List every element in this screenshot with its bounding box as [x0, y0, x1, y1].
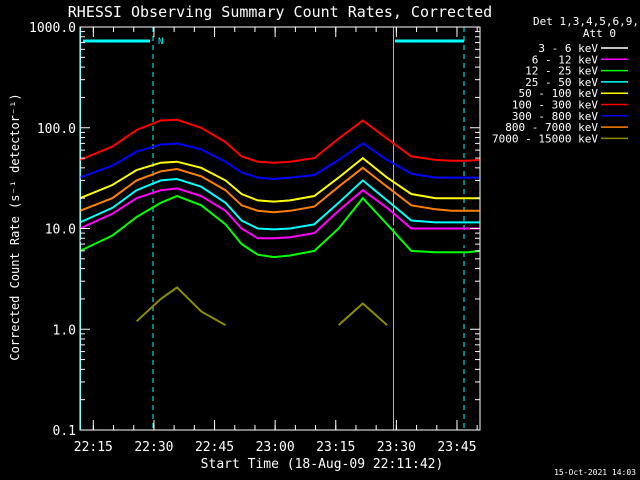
y-tick-label: 0.1 — [53, 424, 76, 439]
series-line — [79, 194, 481, 259]
y-axis-label: Corrected Count Rate (s⁻¹ detector⁻¹) — [8, 93, 22, 360]
legend-label: 6 - 12 keV — [532, 53, 599, 66]
x-axis-label: Start Time (18-Aug-09 22:11:42) — [201, 457, 444, 472]
legend-label: 3 - 6 keV — [538, 42, 598, 55]
y-tick-label: 10.0 — [45, 223, 76, 238]
axes: 0.1 1.0 10.0 100.0 1000.0 22:15 22:30 22:45 23:0… — [29, 21, 481, 455]
x-tick-label: 23:15 — [316, 440, 355, 455]
x-tick-label: 23:45 — [437, 440, 476, 455]
legend-label: 100 - 300 keV — [512, 99, 598, 112]
legend-header-line2: Att 0 — [583, 27, 616, 40]
y-tick-label: 1000.0 — [29, 21, 76, 36]
timestamp: 15-Oct-2021 14:03 — [554, 468, 636, 477]
x-tick-label: 22:45 — [195, 440, 234, 455]
series-line — [79, 156, 480, 203]
legend-label: 800 - 7000 keV — [505, 121, 598, 134]
series-line — [79, 177, 480, 231]
series-line — [79, 142, 480, 181]
series-line — [79, 166, 480, 214]
legend-header-line1: Det 1,3,4,5,6,9, — [533, 15, 639, 28]
series-line — [79, 187, 480, 240]
series-line — [79, 118, 481, 164]
x-tick-label: 22:15 — [74, 440, 113, 455]
x-tick-label: 23:00 — [256, 440, 295, 455]
legend-label: 50 - 100 keV — [519, 87, 599, 100]
x-tick-label: 22:30 — [134, 440, 173, 455]
y-tick-label: 1.0 — [53, 323, 76, 338]
legend-label: 25 - 50 keV — [525, 76, 598, 89]
legend-label: 12 - 25 keV — [525, 65, 598, 78]
chart-title: RHESSI Observing Summary Count Rates, Co… — [68, 3, 492, 21]
legend-label: 300 - 800 keV — [512, 110, 598, 123]
legend-label: 7000 - 15000 keV — [492, 132, 598, 145]
y-tick-label: 100.0 — [37, 122, 76, 137]
x-tick-label: 23:30 — [377, 440, 416, 455]
series-line — [135, 286, 388, 326]
interval-marker-label: N — [158, 37, 163, 47]
